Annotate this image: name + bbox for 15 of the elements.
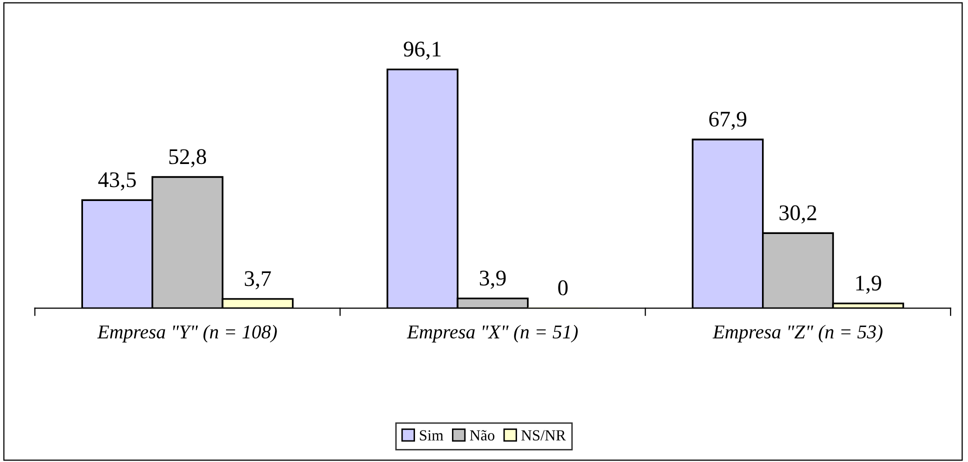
legend-label: Não xyxy=(470,430,494,441)
data-label: 30,2 xyxy=(780,205,816,224)
x-tick-label: Empresa "Z" (n = 53) xyxy=(712,324,882,342)
data-label: 0 xyxy=(558,280,568,296)
x-tick-label: Empresa "X" (n = 51) xyxy=(406,324,578,342)
legend-label: Sim xyxy=(420,430,444,441)
data-label: 3,7 xyxy=(244,271,271,290)
data-label: 67,9 xyxy=(709,112,746,130)
data-label: 3,9 xyxy=(480,270,506,289)
data-label: 1,9 xyxy=(856,276,882,294)
data-label: 52,8 xyxy=(169,149,206,168)
legend-label: NS/NR xyxy=(521,430,566,441)
data-label: 43,5 xyxy=(98,172,136,190)
data-label: 96,1 xyxy=(404,42,441,60)
x-tick-label: Empresa "Y" (n = 108) xyxy=(97,324,277,342)
